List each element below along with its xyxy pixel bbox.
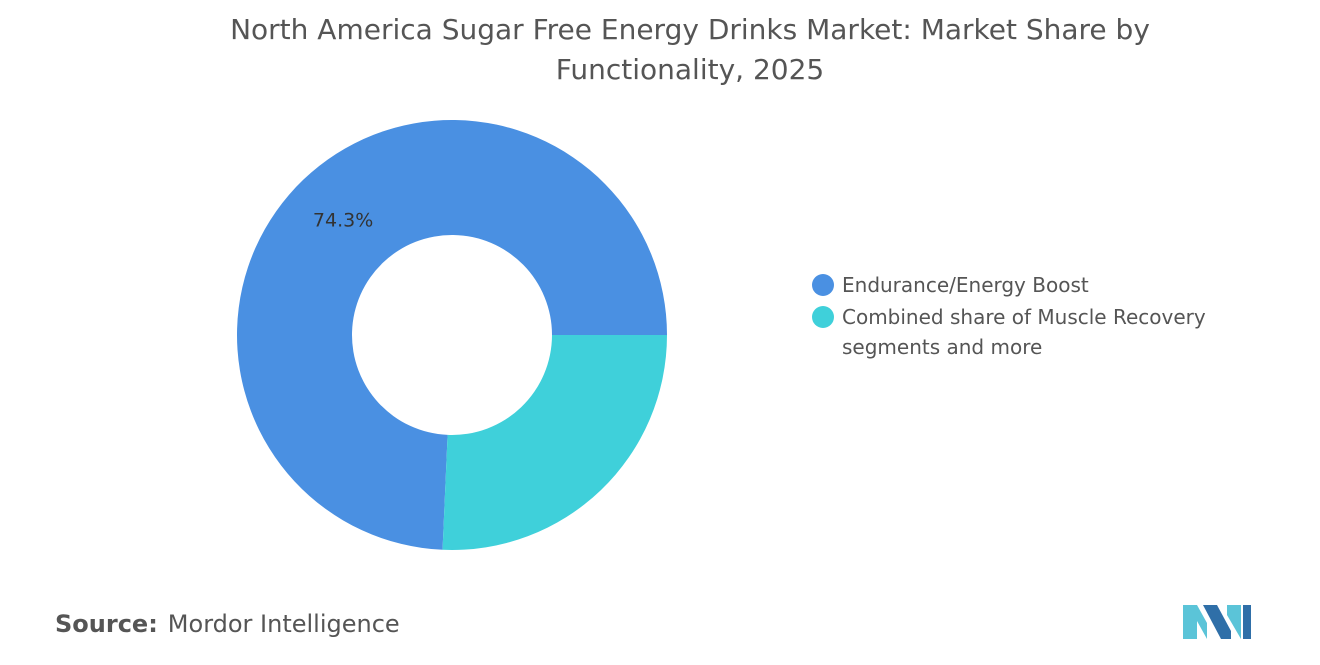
source-label: Source:: [55, 610, 158, 638]
legend-item: Combined share of Muscle Recovery segmen…: [812, 302, 1232, 362]
donut-slice: [442, 335, 667, 550]
legend-marker: [812, 274, 834, 296]
value-label: 74.3%: [313, 210, 373, 232]
source: Source: Mordor Intelligence: [55, 610, 400, 638]
chart: 74.3%: [237, 119, 667, 550]
logo: [1183, 605, 1251, 639]
donut-slice: [237, 119, 667, 550]
legend-item: Endurance/Energy Boost: [812, 270, 1232, 300]
legend-marker: [812, 306, 834, 328]
source-text: Mordor Intelligence: [167, 610, 400, 638]
chart-title: North America Sugar Free Energy Drinks M…: [230, 13, 1150, 86]
legend-label: Endurance/Energy Boost: [842, 273, 1089, 297]
legend-label: Combined share of Muscle Recovery segmen…: [842, 305, 1206, 359]
